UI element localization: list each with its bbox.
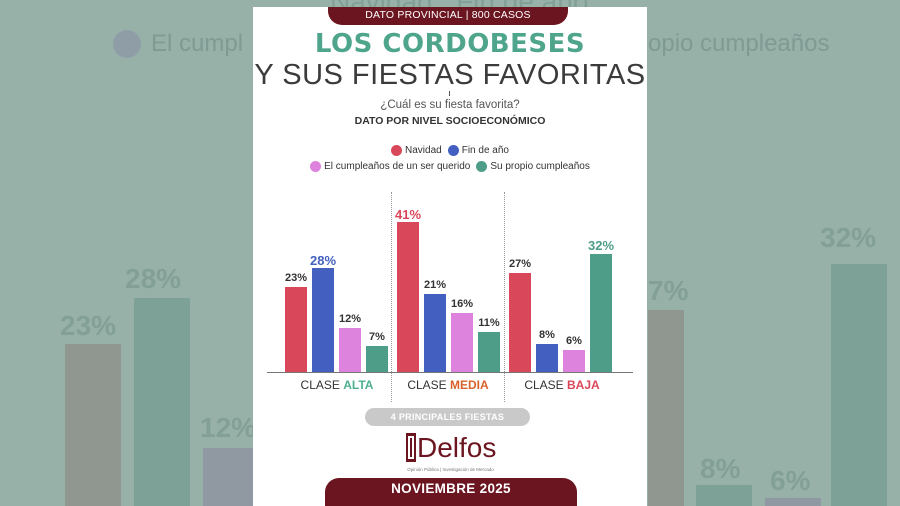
legend-item-cumple-ser-querido: El cumpleaños de un ser querido [310, 161, 470, 172]
bg-bar [65, 344, 121, 506]
group-label-baja: CLASE BAJA [507, 378, 617, 392]
bar-value-label: 16% [450, 298, 474, 310]
bar-value-label: 28% [309, 253, 337, 268]
title-line-2: Y SUS FIESTAS FAVORITAS [254, 59, 646, 91]
group-label-media: CLASE MEDIA [393, 378, 503, 392]
bg-bar [831, 264, 887, 506]
bar-value-label: 23% [284, 272, 308, 284]
bar-alta-propio [366, 346, 388, 372]
group-name: ALTA [343, 378, 374, 392]
bg-label: 6% [770, 465, 811, 496]
chart-baseline [267, 372, 633, 373]
bar-baja-propio [590, 254, 612, 372]
group-name: BAJA [567, 378, 600, 392]
bar-baja-navidad [509, 273, 531, 372]
legend-label: Su propio cumpleaños [490, 161, 590, 172]
legend-dot-icon [310, 161, 322, 172]
bar-value-label: 27% [508, 258, 532, 270]
bar-value-label: 12% [338, 313, 362, 325]
delfos-logo: Delfos [406, 433, 496, 462]
bg-label: 7% [648, 275, 689, 306]
bg-legend-left-text: El cumpl [151, 30, 244, 57]
bar-value-label: 6% [566, 335, 582, 347]
infographic-card: DATO PROVINCIAL | 800 CASOS LOS CORDOBES… [253, 7, 647, 506]
bg-label: 28% [125, 263, 182, 294]
bar-baja-ser-querido [563, 350, 585, 372]
legend-item-navidad: Navidad [391, 145, 442, 156]
group-divider [504, 192, 505, 402]
bar-media-fin-de-ano [424, 294, 446, 372]
bg-legend-right: opio cumpleaños [648, 30, 830, 57]
column-icon [406, 433, 416, 462]
group-label-alta: CLASE ALTA [282, 378, 392, 392]
group-prefix: CLASE [407, 378, 447, 392]
group-name: MEDIA [450, 378, 489, 392]
legend-dot-icon [391, 145, 403, 156]
bar-alta-navidad [285, 287, 307, 372]
bar-media-navidad [397, 222, 419, 372]
bg-bar [696, 485, 752, 506]
date-banner: NOVIEMBRE 2025 [325, 478, 577, 506]
bg-bar [765, 498, 821, 506]
group-prefix: CLASE [300, 378, 340, 392]
legend-label: El cumpleaños de un ser querido [324, 161, 471, 172]
bg-label: 32% [820, 222, 877, 253]
bar-media-propio [478, 332, 500, 372]
principales-fiestas-pill: 4 PRINCIPALES FIESTAS [365, 408, 530, 426]
bg-label: 12% [200, 412, 257, 443]
bar-alta-fin-de-ano [312, 268, 334, 372]
bg-bar [203, 448, 259, 506]
legend-label: Navidad [405, 145, 442, 156]
bar-baja-fin-de-ano [536, 344, 558, 372]
group-divider [391, 192, 392, 402]
logo-tagline: Opinión Pública | Investigación de Merca… [407, 467, 494, 472]
legend-dot-icon [476, 161, 488, 172]
question-text: ¿Cuál es su fiesta favorita? [380, 99, 520, 111]
bar-value-label: 11% [478, 317, 500, 329]
bg-label: 23% [60, 310, 117, 341]
bg-label: 8% [700, 453, 741, 484]
bg-bar [648, 310, 684, 506]
bar-chart: 23% 28% 12% 7% 41% 21% 16% 11% 27% 8% 6%… [267, 187, 633, 402]
bar-value-label: 7% [369, 331, 385, 343]
bar-value-label: 32% [587, 238, 615, 253]
legend-item-fin-de-ano: Fin de año [447, 145, 509, 156]
legend-label: Fin de año [461, 145, 509, 156]
bar-value-label: 21% [423, 279, 447, 291]
bg-legend-left: El cumpl [113, 30, 243, 58]
chart-legend: Navidad Fin de año El cumpleaños de un s… [253, 145, 647, 177]
legend-item-propio-cumple: Su propio cumpleaños [476, 161, 590, 172]
bg-legend-dot-icon [113, 30, 141, 58]
bar-alta-ser-querido [339, 328, 361, 372]
title-divider [449, 91, 450, 96]
legend-dot-icon [447, 145, 459, 156]
group-prefix: CLASE [524, 378, 564, 392]
logo-text: Delfos [417, 432, 497, 463]
title-line-1: LOS CORDOBESES [314, 29, 586, 59]
breakdown-text: DATO POR NIVEL SOCIOECONÓMICO [354, 115, 546, 127]
bar-media-ser-querido [451, 313, 473, 372]
bar-value-label: 8% [539, 329, 555, 341]
sample-badge: DATO PROVINCIAL | 800 CASOS [328, 7, 568, 25]
bg-bar [134, 298, 190, 506]
bar-value-label: 41% [394, 207, 422, 222]
